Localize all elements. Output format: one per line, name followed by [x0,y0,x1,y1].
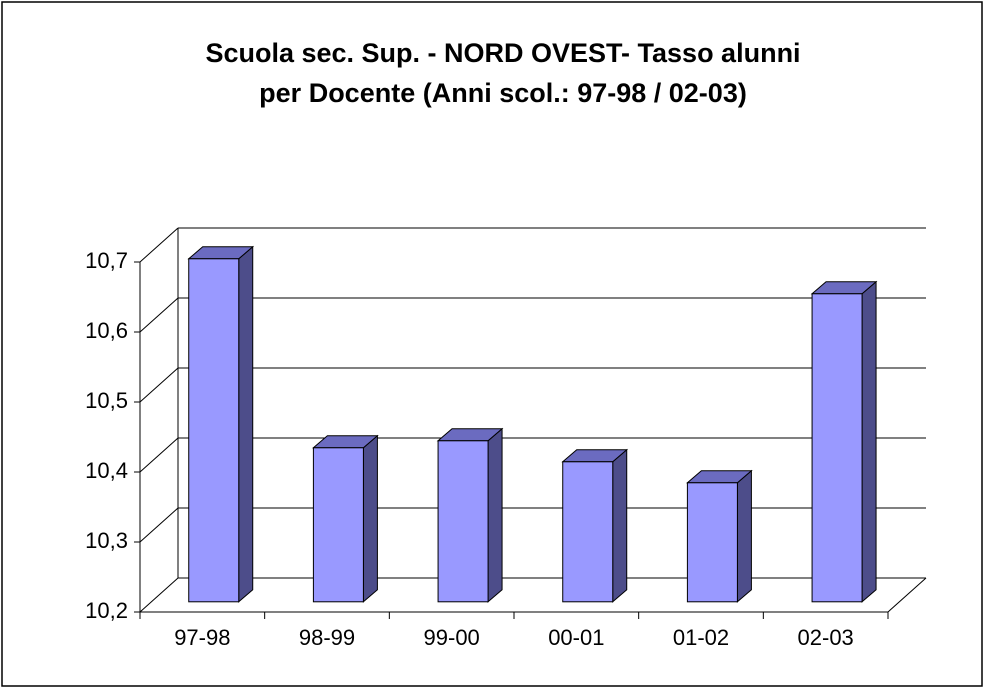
title-line: Scuola sec. Sup. - NORD OVEST- Tasso alu… [205,38,800,68]
grid-line [139,227,179,263]
x-tick-label: 97-98 [174,625,230,650]
grid-line [139,367,179,403]
bar-front [811,293,863,603]
bar-side [487,427,503,603]
bar [686,469,753,603]
bar-side [736,469,752,603]
grid-line [139,577,179,613]
y-tick-label: 10,3 [85,528,128,553]
bar-front [686,482,738,603]
x-tick-label: 98-99 [299,625,355,650]
bar [810,280,878,603]
bar-front [562,461,614,603]
title-line: per Docente (Anni scol.: 97-98 / 02-03) [259,78,747,108]
bar [436,427,504,603]
x-tick-label: 00-01 [548,625,604,650]
bar-front [437,440,489,603]
y-tick-label: 10,7 [85,248,128,273]
y-tick-label: 10,5 [85,388,128,413]
bar-side [612,448,628,603]
floor-right-edge [887,577,927,613]
bar-front [188,258,240,603]
bar [187,245,255,603]
x-tick-label: 01-02 [673,625,729,650]
bar [561,448,629,603]
x-tick-label: 99-00 [424,625,480,650]
bar-side [238,245,254,603]
grid-line [139,507,179,543]
y-tick-label: 10,6 [85,318,128,343]
chart-title: Scuola sec. Sup. - NORD OVEST- Tasso alu… [205,38,800,108]
y-tick-label: 10,4 [85,458,128,483]
grid-line [139,297,179,333]
bar-side [861,280,877,603]
bar [312,434,379,603]
x-tick-label: 02-03 [798,625,854,650]
y-tick-label: 10,2 [85,598,128,623]
bar-front [312,447,364,603]
grid-line [139,437,179,473]
bar-side [362,434,378,603]
